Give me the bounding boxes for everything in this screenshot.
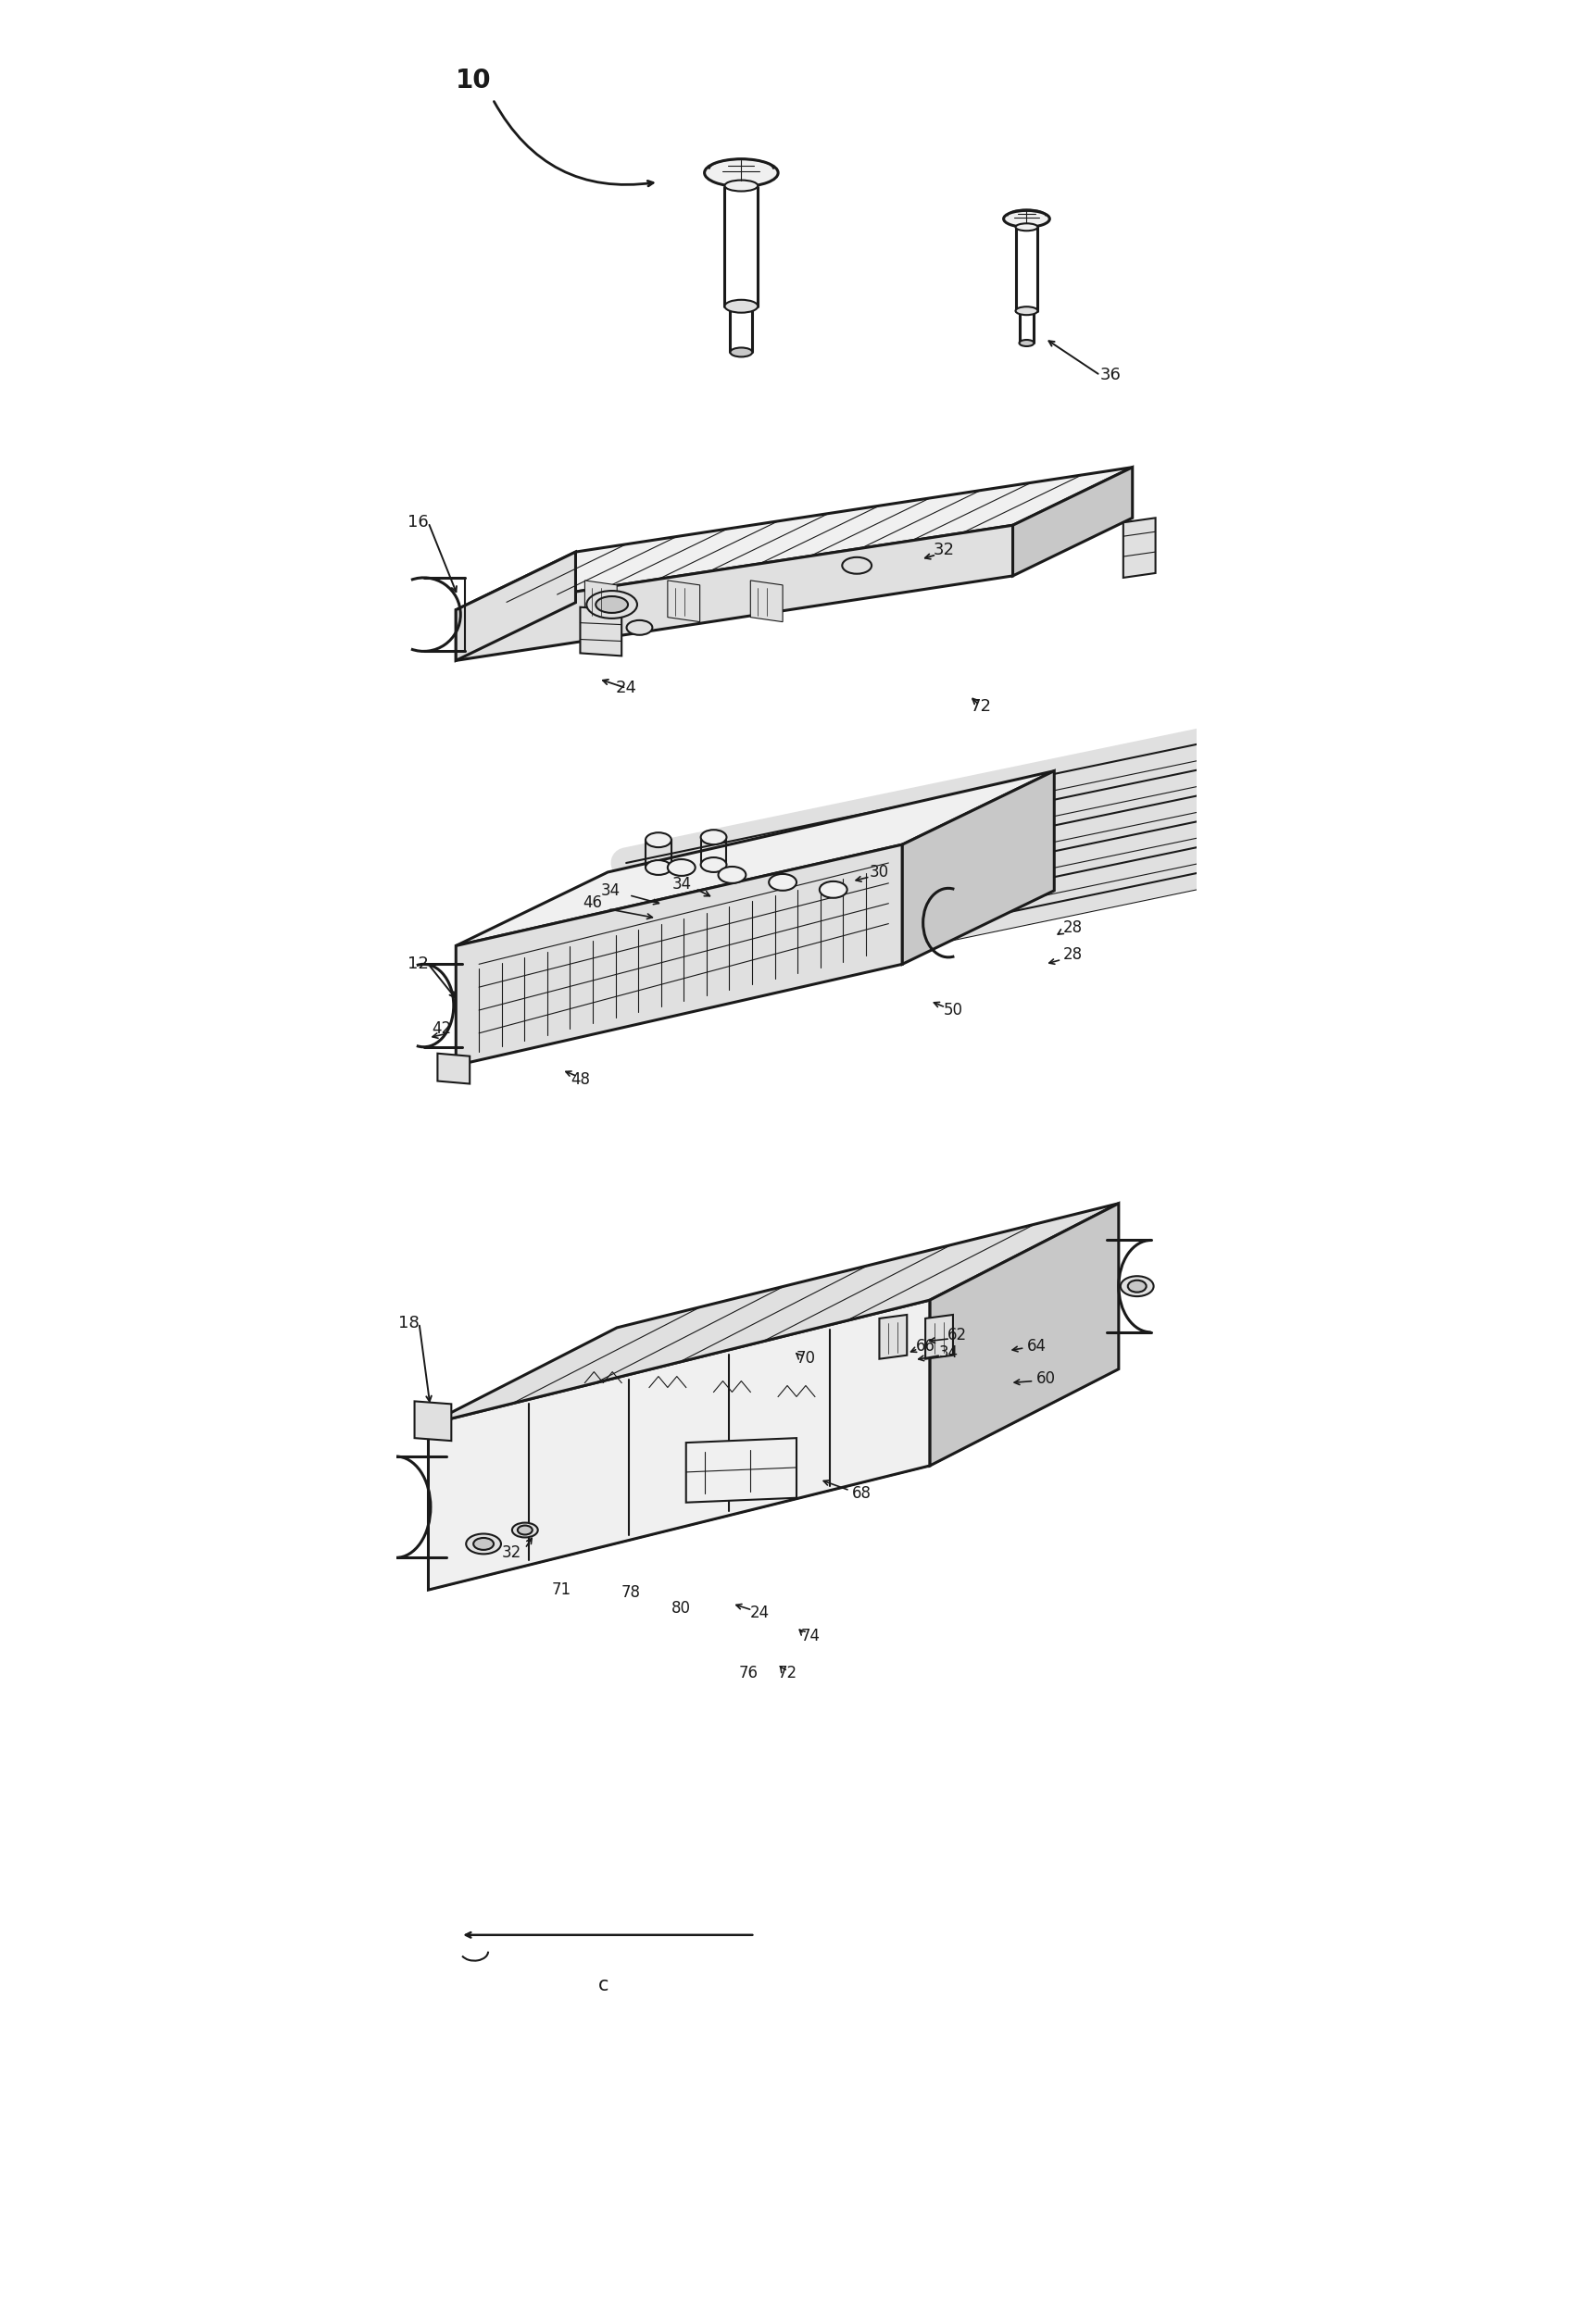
Polygon shape xyxy=(456,844,902,1064)
Text: 78: 78 xyxy=(621,1585,640,1601)
Text: 34: 34 xyxy=(938,1343,957,1362)
Text: 74: 74 xyxy=(801,1627,820,1643)
Text: 80: 80 xyxy=(672,1599,691,1618)
Polygon shape xyxy=(429,1299,930,1590)
Text: 62: 62 xyxy=(948,1327,967,1343)
Text: c: c xyxy=(597,1975,609,1994)
Ellipse shape xyxy=(518,1525,532,1534)
Ellipse shape xyxy=(1016,223,1037,230)
Text: 32: 32 xyxy=(933,541,954,558)
Text: 72: 72 xyxy=(970,697,991,716)
Polygon shape xyxy=(667,581,699,623)
Ellipse shape xyxy=(1004,211,1050,228)
Text: 24: 24 xyxy=(750,1604,769,1622)
Polygon shape xyxy=(438,1053,470,1083)
Text: 76: 76 xyxy=(739,1664,758,1680)
Ellipse shape xyxy=(718,867,746,883)
Text: 60: 60 xyxy=(1035,1369,1055,1387)
Ellipse shape xyxy=(730,349,752,358)
Ellipse shape xyxy=(511,1522,538,1538)
Polygon shape xyxy=(585,581,616,623)
Polygon shape xyxy=(687,1439,796,1504)
Ellipse shape xyxy=(596,597,628,614)
Polygon shape xyxy=(456,551,575,660)
Ellipse shape xyxy=(626,621,653,634)
Text: 42: 42 xyxy=(432,1020,451,1037)
Text: 48: 48 xyxy=(570,1071,589,1088)
Text: 32: 32 xyxy=(502,1545,521,1562)
Ellipse shape xyxy=(701,858,726,872)
Polygon shape xyxy=(926,1315,953,1360)
Text: 12: 12 xyxy=(408,955,429,971)
Ellipse shape xyxy=(725,300,758,314)
Polygon shape xyxy=(1013,467,1133,576)
Text: 18: 18 xyxy=(398,1315,419,1332)
Ellipse shape xyxy=(725,181,758,191)
Polygon shape xyxy=(902,772,1055,964)
Ellipse shape xyxy=(704,158,777,186)
Polygon shape xyxy=(429,1204,1118,1425)
Text: 66: 66 xyxy=(916,1339,935,1355)
Ellipse shape xyxy=(586,590,637,618)
Polygon shape xyxy=(580,607,621,655)
Text: 28: 28 xyxy=(1064,946,1083,962)
Polygon shape xyxy=(930,1204,1118,1466)
Polygon shape xyxy=(879,1315,906,1360)
Text: 30: 30 xyxy=(870,865,889,881)
Ellipse shape xyxy=(645,860,671,874)
Polygon shape xyxy=(750,581,782,623)
Ellipse shape xyxy=(645,832,671,848)
Text: 36: 36 xyxy=(1101,367,1121,383)
Text: 34: 34 xyxy=(601,883,620,899)
Polygon shape xyxy=(456,525,1013,660)
Text: 24: 24 xyxy=(615,681,637,697)
Ellipse shape xyxy=(843,558,871,574)
Ellipse shape xyxy=(1020,339,1034,346)
Text: 46: 46 xyxy=(583,895,602,911)
Text: 10: 10 xyxy=(456,67,492,93)
Polygon shape xyxy=(429,1369,1118,1590)
Text: 71: 71 xyxy=(553,1583,572,1599)
Polygon shape xyxy=(1123,518,1155,579)
Ellipse shape xyxy=(667,860,695,876)
Ellipse shape xyxy=(819,881,847,897)
Text: 68: 68 xyxy=(852,1485,871,1501)
Ellipse shape xyxy=(769,874,796,890)
Text: 50: 50 xyxy=(943,1002,962,1018)
Text: 28: 28 xyxy=(1064,918,1083,937)
Text: 16: 16 xyxy=(408,514,429,530)
Polygon shape xyxy=(456,772,1055,946)
Ellipse shape xyxy=(701,830,726,844)
Ellipse shape xyxy=(473,1538,494,1550)
Text: 64: 64 xyxy=(1026,1339,1047,1355)
Text: 70: 70 xyxy=(796,1350,816,1367)
Ellipse shape xyxy=(1016,307,1037,316)
Text: 34: 34 xyxy=(672,876,691,892)
Ellipse shape xyxy=(1120,1276,1153,1297)
Text: 72: 72 xyxy=(777,1664,796,1680)
Ellipse shape xyxy=(467,1534,502,1555)
Polygon shape xyxy=(414,1401,451,1441)
Polygon shape xyxy=(456,467,1133,609)
Ellipse shape xyxy=(1128,1281,1147,1292)
